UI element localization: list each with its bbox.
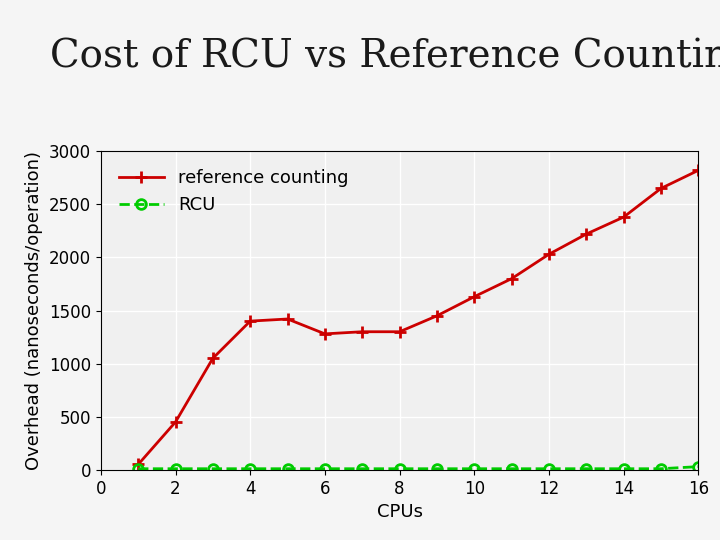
RCU xyxy=(582,465,590,472)
reference counting xyxy=(171,419,180,426)
reference counting xyxy=(582,231,590,237)
RCU xyxy=(433,465,441,472)
RCU xyxy=(545,465,554,472)
RCU xyxy=(209,465,217,472)
reference counting xyxy=(395,328,404,335)
reference counting xyxy=(358,328,366,335)
RCU xyxy=(358,465,366,472)
reference counting xyxy=(545,251,554,258)
Text: Cost of RCU vs Reference Counting: Cost of RCU vs Reference Counting xyxy=(50,38,720,76)
reference counting xyxy=(508,275,516,282)
reference counting xyxy=(433,313,441,319)
RCU xyxy=(283,465,292,472)
reference counting xyxy=(470,293,479,300)
reference counting xyxy=(694,167,703,173)
Line: reference counting: reference counting xyxy=(132,165,704,470)
reference counting xyxy=(209,355,217,362)
reference counting xyxy=(619,214,628,220)
RCU xyxy=(657,465,665,472)
RCU xyxy=(134,465,143,472)
reference counting xyxy=(283,316,292,322)
Legend: reference counting, RCU: reference counting, RCU xyxy=(110,160,358,224)
RCU xyxy=(619,465,628,472)
RCU xyxy=(320,465,329,472)
reference counting xyxy=(134,461,143,468)
RCU xyxy=(694,463,703,470)
reference counting xyxy=(320,330,329,337)
reference counting xyxy=(246,318,255,325)
reference counting xyxy=(657,185,665,192)
RCU xyxy=(246,465,255,472)
RCU xyxy=(171,465,180,472)
RCU xyxy=(470,465,479,472)
Y-axis label: Overhead (nanoseconds/operation): Overhead (nanoseconds/operation) xyxy=(25,151,43,470)
Line: RCU: RCU xyxy=(133,462,703,474)
RCU xyxy=(395,465,404,472)
X-axis label: CPUs: CPUs xyxy=(377,503,423,521)
RCU xyxy=(508,465,516,472)
